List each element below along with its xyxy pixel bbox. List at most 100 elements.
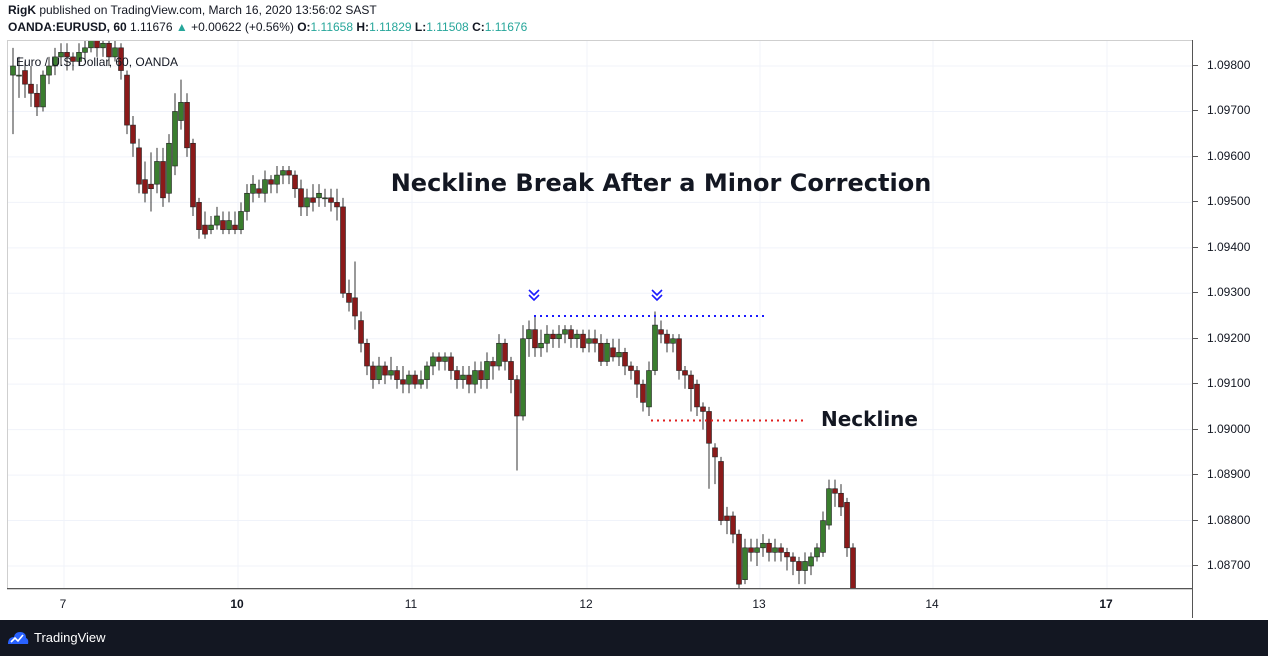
candlestick-plot[interactable]: Neckline Break After a Minor Correction N…	[8, 34, 1193, 590]
candle	[820, 520, 826, 553]
candle	[634, 370, 640, 385]
candle	[364, 342, 370, 367]
candle	[760, 542, 766, 549]
candle	[424, 365, 430, 380]
up-arrow-icon: ▲	[175, 20, 188, 34]
open: 1.11658	[310, 20, 354, 34]
candle	[238, 211, 244, 230]
candle	[850, 547, 856, 590]
close: 1.11676	[484, 20, 528, 34]
candle	[184, 102, 190, 149]
double-chevron-down-icon	[528, 294, 540, 302]
candle	[592, 338, 598, 344]
candle	[64, 52, 70, 58]
candle	[94, 38, 100, 49]
candle	[658, 329, 664, 335]
candle	[178, 102, 184, 121]
time-axis[interactable]: 7 10 11 12 13 14 17	[7, 588, 1192, 619]
price-tick	[1193, 519, 1198, 521]
candle	[310, 197, 316, 203]
candle	[208, 224, 214, 230]
candle	[784, 552, 790, 558]
candle	[328, 197, 334, 203]
price-tick	[1193, 201, 1198, 203]
candle	[574, 333, 580, 340]
candle	[100, 42, 106, 49]
low: 1.11508	[426, 20, 469, 34]
candle	[694, 383, 700, 408]
candle	[652, 324, 658, 371]
candle	[508, 361, 514, 380]
candle	[406, 374, 412, 385]
candle	[838, 492, 844, 508]
candle	[76, 52, 82, 62]
candle	[472, 370, 478, 385]
candle	[112, 47, 118, 58]
candle	[118, 47, 124, 71]
candle	[766, 542, 772, 553]
footer-bar: TradingView	[0, 620, 1268, 656]
candle	[388, 370, 394, 376]
candle	[52, 56, 58, 67]
price-label: 1.08800	[1207, 512, 1251, 527]
candle	[586, 338, 592, 344]
candle	[550, 333, 556, 340]
tradingview-logo-icon	[8, 632, 29, 644]
candle	[802, 561, 808, 571]
candle	[10, 65, 16, 76]
candle	[352, 297, 358, 317]
candle	[754, 547, 760, 553]
candle	[202, 224, 208, 235]
candle	[190, 142, 196, 208]
candle	[82, 47, 88, 53]
candle	[556, 333, 562, 340]
candle	[544, 333, 550, 344]
candle	[160, 161, 166, 199]
candle	[70, 56, 76, 62]
price-label: 1.09000	[1207, 421, 1251, 436]
candle	[274, 174, 280, 185]
candle	[154, 161, 160, 185]
candle	[622, 352, 628, 367]
price-label: 1.09100	[1207, 376, 1251, 391]
series-legend: Euro / U.S. Dollar, 60, OANDA	[16, 55, 179, 69]
price-tick	[1193, 337, 1198, 339]
candle	[340, 206, 346, 294]
candle	[376, 365, 382, 380]
candle	[124, 74, 130, 126]
price-label: 1.08700	[1207, 558, 1251, 572]
candle	[370, 365, 376, 380]
candle	[442, 356, 448, 362]
price-label: 1.09400	[1207, 239, 1251, 254]
candle	[724, 515, 730, 521]
candle	[832, 488, 838, 494]
candle	[598, 342, 604, 362]
candle	[484, 361, 490, 380]
candle	[640, 383, 646, 403]
date-label: 11	[404, 597, 418, 611]
candle	[166, 142, 172, 194]
price-label: 1.09200	[1207, 330, 1251, 345]
date-label: 7	[59, 597, 67, 611]
footer-brand: TradingView	[34, 630, 106, 645]
candle	[106, 42, 112, 58]
candle	[748, 547, 754, 553]
price-tick	[1193, 474, 1198, 476]
candle	[808, 556, 814, 567]
candle	[448, 356, 454, 371]
candle	[148, 183, 154, 190]
price-tick	[1193, 428, 1198, 430]
price-label: 1.09500	[1207, 194, 1251, 209]
candle	[436, 356, 442, 362]
symbol: OANDA:EURUSD, 60	[8, 20, 127, 34]
date-label: 13	[752, 597, 766, 611]
date-label: 17	[1099, 597, 1113, 611]
candle	[316, 192, 322, 199]
candle	[412, 374, 418, 385]
price-axis[interactable]: 1.09800 1.09700 1.09600 1.09500 1.09400 1.093…	[1192, 40, 1268, 618]
candle	[790, 556, 796, 562]
candle	[742, 547, 748, 580]
candle	[172, 111, 178, 167]
price-tick	[1193, 110, 1198, 112]
chart-pane[interactable]: Euro / U.S. Dollar, 60, OANDA Neckline B…	[7, 34, 1193, 590]
